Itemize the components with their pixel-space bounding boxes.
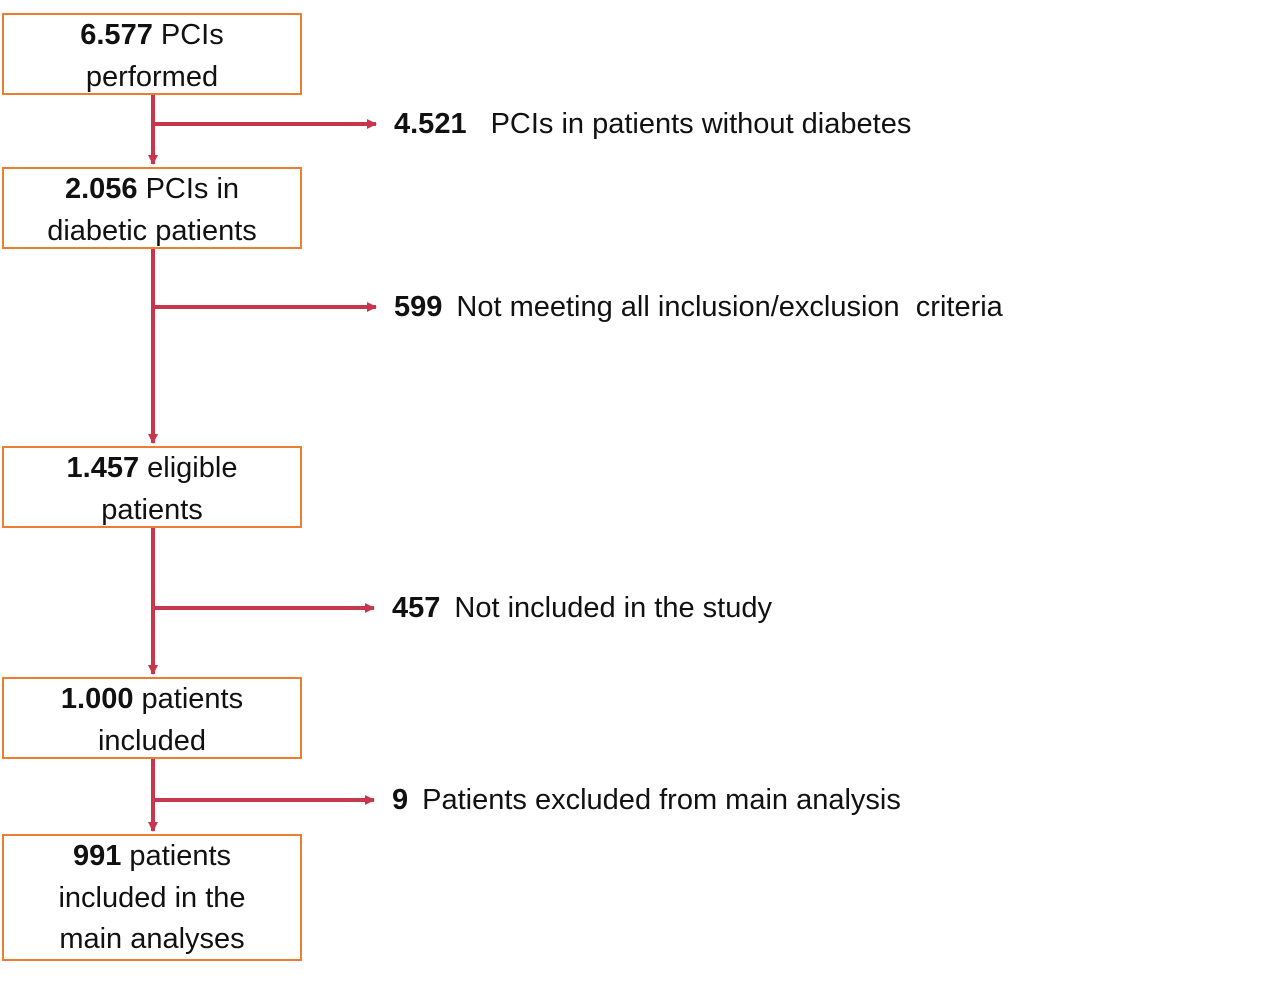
- box-text: patients: [133, 683, 244, 715]
- exclusion-number: 9: [392, 784, 409, 816]
- exclusion-main-analysis: 9 Patients excluded from main analysis: [392, 782, 901, 818]
- box-line-2: included in the: [58, 881, 246, 914]
- exclusion-number: 4.521: [394, 108, 467, 140]
- exclusion-text: Not included in the study: [454, 592, 772, 624]
- exclusion-text: Not meeting all inclusion/exclusion crit…: [456, 291, 1003, 323]
- box-patients-included: 1.000 patients included: [2, 677, 302, 759]
- exclusion-not-included: 457 Not included in the study: [392, 590, 772, 626]
- box-line-1: 6.577 PCIs: [4, 15, 300, 57]
- box-line-1: 1.457 eligible: [4, 448, 300, 490]
- box-text: PCIs in: [137, 173, 240, 205]
- box-line-1: 2.056 PCIs in: [4, 169, 300, 211]
- box-text: PCIs: [152, 19, 224, 51]
- box-number: 2.056: [64, 173, 138, 205]
- exclusion-number: 599: [394, 291, 443, 323]
- exclusion-number: 457: [392, 592, 441, 624]
- box-diabetic-patients: 2.056 PCIs in diabetic patients: [2, 167, 302, 249]
- box-line-3: main analyses: [59, 923, 245, 955]
- box-pcis-performed: 6.577 PCIs performed: [2, 13, 302, 95]
- exclusion-text: PCIs in patients without diabetes: [490, 108, 912, 140]
- box-main-analyses: 991 patients included in the main analys…: [2, 834, 302, 961]
- box-line-1: 1.000 patients: [4, 679, 300, 721]
- box-number: 1.000: [60, 683, 134, 715]
- box-line-1: 991 patients: [4, 836, 300, 878]
- box-text: eligible: [139, 452, 238, 484]
- box-eligible-patients: 1.457 eligible patients: [2, 446, 302, 528]
- box-line-2: included: [97, 724, 207, 757]
- exclusion-no-diabetes: 4.521 PCIs in patients without diabetes: [394, 106, 911, 142]
- box-text: patients: [121, 840, 232, 872]
- box-line-2: patients: [101, 493, 203, 526]
- box-number: 991: [72, 840, 122, 872]
- box-line-2: diabetic patients: [47, 214, 257, 247]
- box-number: 6.577: [80, 19, 153, 51]
- box-line-2: performed: [85, 60, 219, 93]
- box-number: 1.457: [66, 452, 140, 484]
- exclusion-criteria: 599 Not meeting all inclusion/exclusion c…: [394, 289, 1003, 325]
- exclusion-text: Patients excluded from main analysis: [422, 784, 901, 816]
